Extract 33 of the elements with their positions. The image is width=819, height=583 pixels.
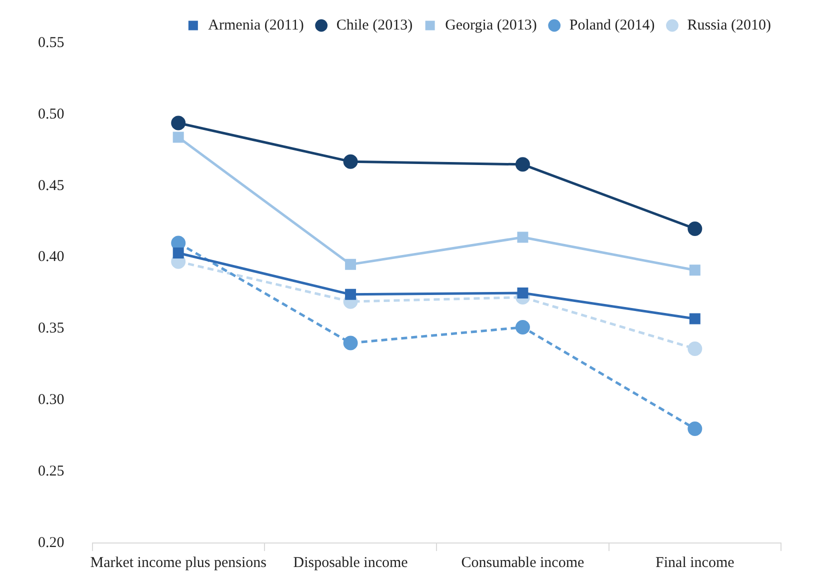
y-tick-label: 0.45 — [38, 178, 64, 194]
point — [345, 288, 356, 300]
legend-label: Chile (2013) — [336, 17, 413, 34]
y-tick-label: 0.55 — [38, 34, 64, 51]
point — [345, 258, 356, 270]
point — [688, 421, 702, 436]
y-tick-label: 0.20 — [38, 534, 64, 551]
x-tick-label: Disposable income — [293, 554, 408, 571]
y-tick-label: 0.25 — [38, 464, 64, 480]
x-tick-label: Final income — [656, 554, 735, 571]
x-tick-label: Market income plus pensions — [90, 554, 267, 571]
y-tick-label: 0.35 — [38, 320, 64, 337]
point — [515, 157, 530, 172]
point — [171, 116, 186, 130]
point — [172, 132, 184, 143]
legend-label: Georgia (2013) — [445, 17, 537, 34]
y-tick-label: 0.40 — [38, 249, 64, 266]
point — [515, 320, 530, 335]
point — [688, 341, 702, 356]
legend-label: Armenia (2011) — [208, 17, 304, 34]
point — [517, 232, 528, 243]
point — [172, 248, 184, 258]
point — [343, 336, 358, 350]
y-tick-label: 0.50 — [38, 106, 64, 122]
point — [689, 264, 700, 276]
point — [517, 288, 528, 298]
point — [689, 313, 700, 324]
point — [688, 221, 702, 236]
legend-label: Poland (2014) — [569, 17, 655, 34]
y-tick-label: 0.30 — [38, 392, 64, 408]
x-tick-label: Consumable income — [461, 554, 584, 571]
point — [343, 154, 358, 169]
legend-label: Russia (2010) — [687, 17, 772, 34]
